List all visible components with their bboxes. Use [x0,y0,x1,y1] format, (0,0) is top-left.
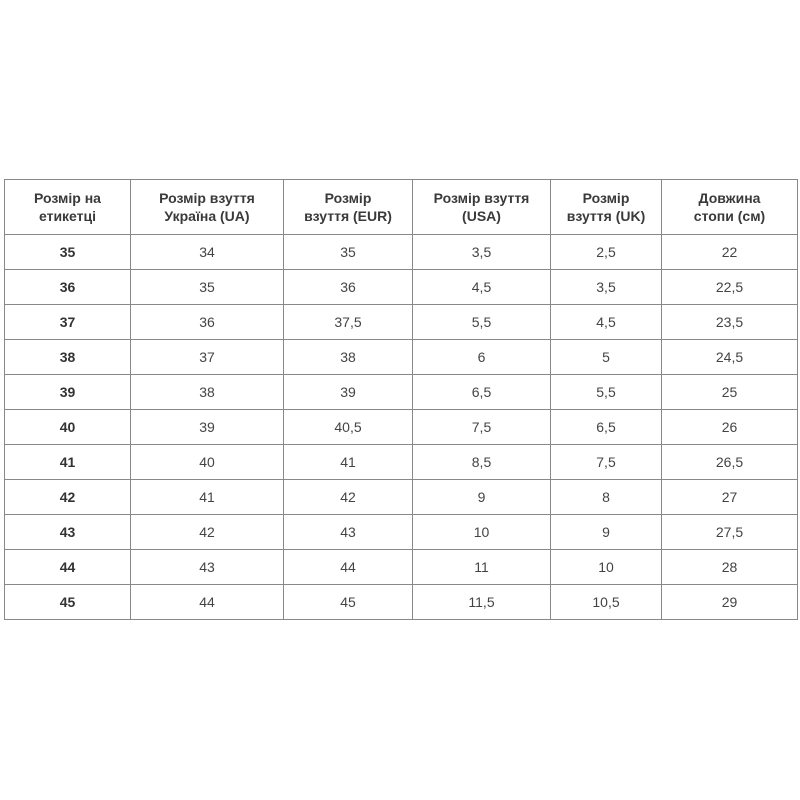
table-cell: 26,5 [661,444,798,480]
table-cell: 40 [4,409,131,445]
table-cell: 43 [283,514,413,550]
column-header-label: Розмір взуття (USA) [433,190,530,224]
table-cell: 29 [661,584,798,620]
table-cell: 40 [130,444,284,480]
table-cell: 11,5 [412,584,551,620]
table-row: 44 43 44 11 10 28 [4,549,798,585]
table-cell: 45 [4,584,131,620]
table-cell: 10 [412,514,551,550]
table-cell: 41 [4,444,131,480]
header-row: Розмір на етикетці Розмір взуття Україна … [4,179,798,235]
table-cell: 23,5 [661,304,798,340]
table-row: 38 37 38 6 5 24,5 [4,339,798,375]
table-cell: 35 [283,234,413,270]
table-cell: 10,5 [550,584,662,620]
table-cell: 3,5 [412,234,551,270]
table-cell: 39 [130,409,284,445]
table-cell: 22,5 [661,269,798,305]
size-chart-table: Розмір на етикетці Розмір взуття Україна … [4,179,798,620]
column-header-label: Розмір взуття (EUR) [304,190,392,224]
table-cell: 22 [661,234,798,270]
table-cell: 41 [130,479,284,515]
table-cell: 42 [130,514,284,550]
table-cell: 39 [4,374,131,410]
table-row: 35 34 35 3,5 2,5 22 [4,234,798,270]
table-cell: 43 [4,514,131,550]
table-cell: 37 [130,339,284,375]
table-cell: 36 [130,304,284,340]
table-cell: 37 [4,304,131,340]
table-cell: 44 [283,549,413,585]
table-cell: 28 [661,549,798,585]
table-cell: 9 [550,514,662,550]
table-cell: 27,5 [661,514,798,550]
table-cell: 42 [283,479,413,515]
table-cell: 7,5 [550,444,662,480]
table-cell: 35 [130,269,284,305]
table-cell: 8 [550,479,662,515]
table-cell: 36 [4,269,131,305]
table-cell: 35 [4,234,131,270]
table-row: 37 36 37,5 5,5 4,5 23,5 [4,304,798,340]
table-cell: 2,5 [550,234,662,270]
table-row: 45 44 45 11,5 10,5 29 [4,584,798,620]
table-cell: 38 [4,339,131,375]
table-row: 40 39 40,5 7,5 6,5 26 [4,409,798,445]
column-header: Розмір взуття (UK) [550,179,662,235]
table-cell: 25 [661,374,798,410]
table-row: 36 35 36 4,5 3,5 22,5 [4,269,798,305]
column-header-label: Розмір взуття (UK) [566,190,646,224]
table-cell: 40,5 [283,409,413,445]
table-cell: 38 [283,339,413,375]
table-cell: 5,5 [412,304,551,340]
column-header-label: Розмір взуття Україна (UA) [159,190,255,224]
table-cell: 11 [412,549,551,585]
table-cell: 7,5 [412,409,551,445]
table-cell: 4,5 [550,304,662,340]
table-cell: 8,5 [412,444,551,480]
table-cell: 27 [661,479,798,515]
table-cell: 6,5 [412,374,551,410]
table-cell: 42 [4,479,131,515]
table-cell: 4,5 [412,269,551,305]
table-cell: 44 [130,584,284,620]
table-cell: 43 [130,549,284,585]
table-cell: 24,5 [661,339,798,375]
table-cell: 9 [412,479,551,515]
table-cell: 39 [283,374,413,410]
table-row: 39 38 39 6,5 5,5 25 [4,374,798,410]
column-header-label: Довжина стопи (см) [693,190,766,224]
table-cell: 37,5 [283,304,413,340]
table-cell: 36 [283,269,413,305]
table-cell: 10 [550,549,662,585]
table-cell: 6,5 [550,409,662,445]
column-header-label: Розмір на етикетці [34,190,101,224]
table-cell: 26 [661,409,798,445]
column-header: Розмір на етикетці [4,179,131,235]
table-cell: 3,5 [550,269,662,305]
column-header: Довжина стопи (см) [661,179,798,235]
table-cell: 45 [283,584,413,620]
table-row: 41 40 41 8,5 7,5 26,5 [4,444,798,480]
column-header: Розмір взуття (EUR) [283,179,413,235]
table-cell: 44 [4,549,131,585]
table-row: 42 41 42 9 8 27 [4,479,798,515]
table-cell: 34 [130,234,284,270]
column-header: Розмір взуття (USA) [412,179,551,235]
table-cell: 38 [130,374,284,410]
column-header: Розмір взуття Україна (UA) [130,179,284,235]
table-row: 43 42 43 10 9 27,5 [4,514,798,550]
table-cell: 6 [412,339,551,375]
table-cell: 41 [283,444,413,480]
table-cell: 5,5 [550,374,662,410]
table-cell: 5 [550,339,662,375]
